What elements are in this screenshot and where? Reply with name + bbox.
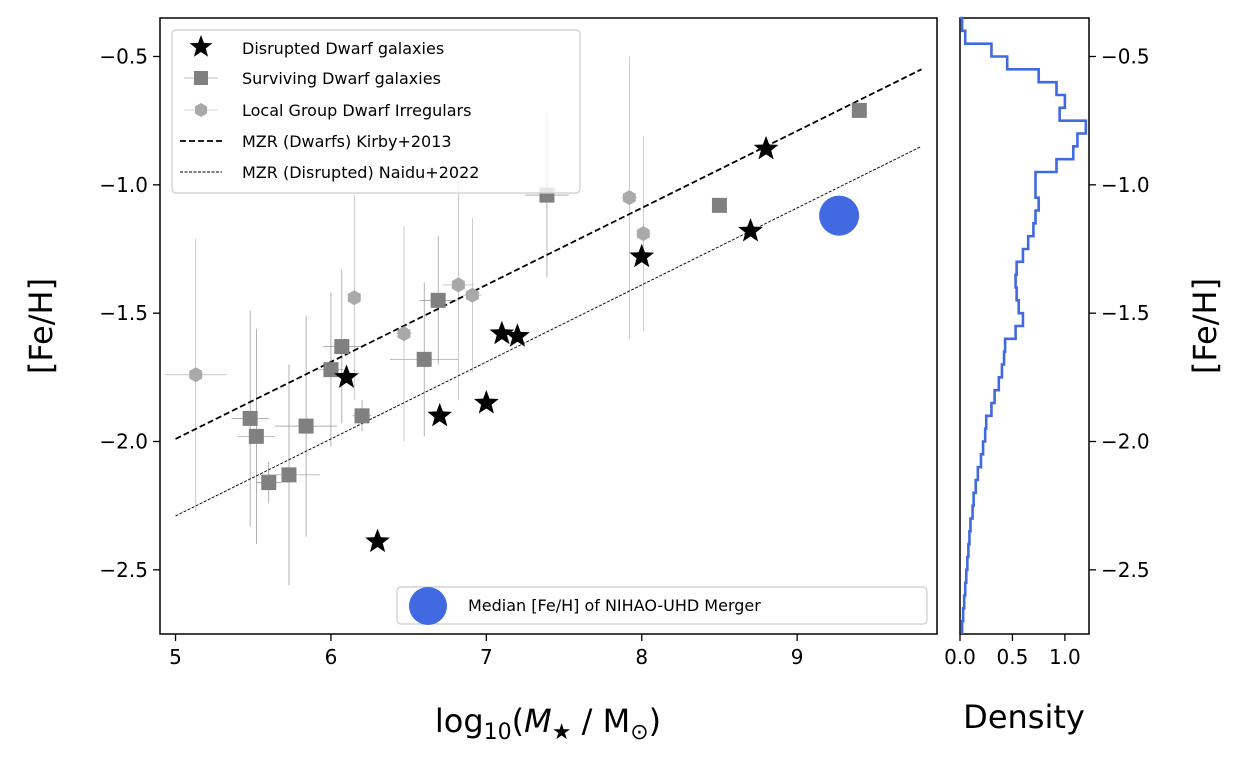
disrupted-dwarf-point (489, 320, 515, 345)
disrupted-dwarf-point (629, 243, 655, 268)
legend-label-mzr-kirby: MZR (Dwarfs) Kirby+2013 (242, 132, 452, 151)
main-x-ticks: 5 6 7 8 9 (169, 634, 804, 669)
mzr-lines (175, 68, 922, 517)
legend-label-mzr-naidu: MZR (Disrupted) Naidu+2022 (242, 163, 479, 182)
legend-star-marker (189, 35, 213, 57)
disrupted-dwarf-point (473, 390, 499, 414)
surviving-dwarf-point (851, 102, 867, 118)
y-tick-label: −1.5 (99, 301, 148, 325)
mzr-kirby-line (175, 68, 922, 440)
data-markers (189, 102, 867, 553)
legend-frame (171, 29, 581, 194)
disrupted-dwarf-point (427, 402, 453, 427)
x-tick-label: 5 (169, 645, 182, 669)
legend-entry-mzr-naidu: MZR (Disrupted) Naidu+2022 (180, 163, 479, 182)
surviving-dwarf-point (430, 292, 446, 308)
legend-entry-mzr-kirby: MZR (Dwarfs) Kirby+2013 (180, 132, 452, 151)
surviving-dwarf-point (248, 428, 264, 444)
legend-hexagon-marker (194, 103, 208, 117)
hist-x-tick-label: 1.0 (1049, 645, 1081, 669)
histogram-x-ticks: 0.0 0.5 1.0 (944, 634, 1081, 669)
disrupted-dwarf-point (505, 323, 530, 347)
y-tick-label: −2.5 (99, 558, 148, 582)
y-tick-label: −2.0 (99, 430, 148, 454)
legend-median-frame (396, 586, 928, 625)
surviving-dwarf-point (416, 351, 432, 367)
legend-entry-local-group: Local Group Dwarf Irregulars (184, 101, 471, 120)
x-tick-label: 6 (325, 645, 338, 669)
legend-median: Median [Fe/H] of NIHAO-UHD Merger (396, 586, 928, 625)
local-group-irregular-point (636, 226, 650, 242)
local-group-irregular-point (622, 190, 636, 206)
local-group-irregular-point (451, 277, 465, 293)
surviving-dwarf-point (242, 410, 258, 426)
legend-entry-surviving: Surviving Dwarf galaxies (184, 69, 441, 88)
hist-y-tick-label: −1.0 (1101, 173, 1150, 197)
legend-label-median: Median [Fe/H] of NIHAO-UHD Merger (468, 596, 761, 615)
hist-x-tick-label: 0.5 (997, 645, 1029, 669)
legend-entry-disrupted: Disrupted Dwarf galaxies (189, 35, 444, 58)
hist-y-tick-label: −1.5 (1101, 301, 1150, 325)
surviving-dwarf-point (298, 418, 314, 434)
legend-label-disrupted: Disrupted Dwarf galaxies (242, 39, 444, 58)
mzr-naidu-line (175, 145, 922, 517)
legend-label-local-group: Local Group Dwarf Irregulars (242, 101, 471, 120)
nihao-uhd-median-point (819, 195, 860, 236)
local-group-irregular-point (397, 326, 411, 342)
local-group-irregular-point (465, 287, 479, 303)
y-tick-label: −0.5 (99, 45, 148, 69)
main-y-axis-label: [Fe/H] (22, 278, 60, 374)
density-histogram-step (960, 16, 1088, 634)
disrupted-dwarf-point (334, 364, 359, 388)
x-tick-label: 7 (480, 645, 493, 669)
legend-circle-marker (409, 587, 447, 625)
surviving-dwarf-point (281, 467, 297, 483)
main-x-axis-label: log10(M★ / M⊙) (435, 702, 661, 745)
x-tick-label: 9 (791, 645, 804, 669)
surviving-dwarf-point (354, 408, 370, 424)
surviving-dwarf-point (334, 339, 350, 355)
local-group-irregular-point (347, 290, 361, 306)
histogram-axes-frame (959, 17, 1090, 635)
hist-y-tick-label: −0.5 (1101, 45, 1150, 69)
legend-square-marker (194, 71, 208, 85)
x-tick-label: 8 (635, 645, 648, 669)
histogram-y-axis-label: [Fe/H] (1186, 278, 1224, 374)
histogram-x-axis-label: Density (963, 698, 1085, 736)
main-y-ticks: −2.5 −2.0 −1.5 −1.0 −0.5 (99, 45, 160, 582)
surviving-dwarf-point (261, 475, 277, 491)
histogram-axes: 0.0 0.5 1.0 −2.5 −2.0 −1.5 −1.0 −0.5 Density [… (944, 16, 1224, 736)
hist-x-tick-label: 0.0 (944, 645, 976, 669)
histogram-y-ticks: −2.5 −2.0 −1.5 −1.0 −0.5 (1089, 45, 1150, 582)
local-group-irregular-point (189, 367, 203, 383)
main-scatter-axes: 5 6 7 8 9 −2.5 −2.0 −1.5 −1.0 −0.5 log10(M★ / M⊙… (22, 17, 938, 745)
disrupted-dwarf-point (365, 528, 390, 553)
y-tick-label: −1.0 (99, 173, 148, 197)
legend-label-surviving: Surviving Dwarf galaxies (242, 69, 441, 88)
disrupted-dwarf-point (738, 218, 763, 242)
disrupted-dwarf-point (753, 135, 779, 160)
surviving-dwarf-point (711, 197, 727, 213)
hist-y-tick-label: −2.0 (1101, 430, 1150, 454)
legend: Disrupted Dwarf galaxies Surviving Dwarf… (171, 29, 581, 194)
hist-y-tick-label: −2.5 (1101, 558, 1150, 582)
